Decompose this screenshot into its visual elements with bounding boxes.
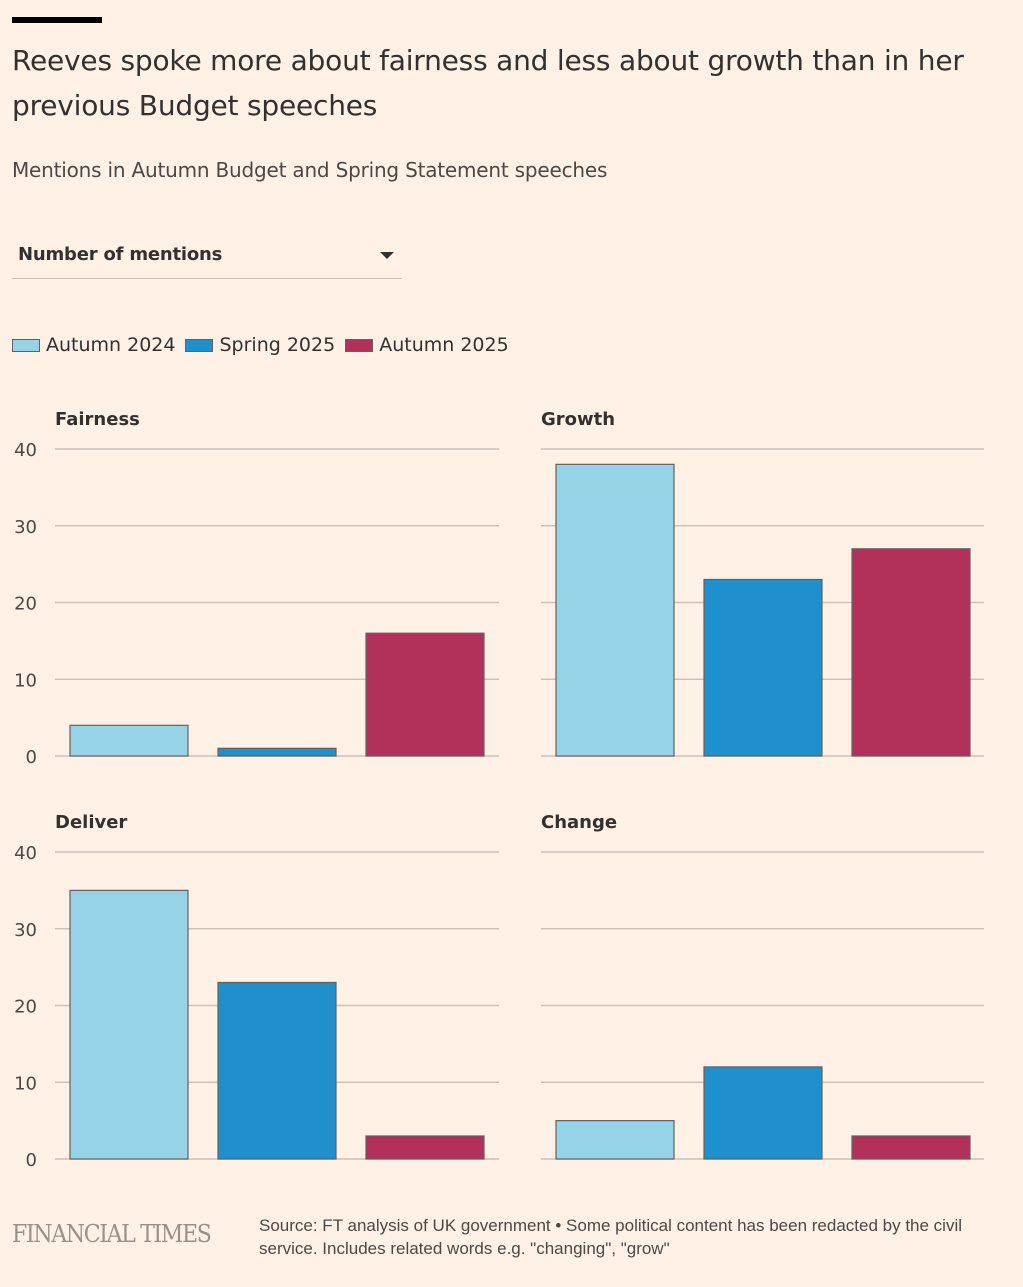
panel-title: Growth [541,409,615,430]
bar-autumn-2025 [365,1135,485,1160]
source-note: Source: FT analysis of UK government • S… [259,1216,963,1258]
y-tick-label: 0 [26,1150,37,1171]
metric-dropdown-value: Number of mentions [18,244,223,265]
y-tick-label: 40 [14,843,37,864]
y-tick-label: 0 [26,747,37,768]
legend-item-autumn-2025: Autumn 2025 [345,334,509,356]
caret-down-icon[interactable] [380,252,394,259]
panel-change: Change [541,812,984,1160]
bar-autumn-2025 [365,632,485,757]
legend-label: Autumn 2024 [46,334,176,356]
bar-spring-2025 [703,1066,823,1160]
y-tick-label: 10 [14,670,37,691]
legend-swatch [345,338,374,352]
y-tick-label: 20 [14,997,37,1018]
small-multiples-bar-chart: Fairness 0 10 20 30 40 Growth Deliver 0 10 20 30 40 C… [14,409,984,1171]
panel-deliver: Deliver 0 10 20 30 40 [14,812,499,1171]
bar-autumn-2024 [69,724,189,757]
legend-swatch [185,338,214,352]
legend-item-autumn-2024: Autumn 2024 [12,334,175,356]
y-tick-label: 30 [14,920,37,941]
legend-label: Autumn 2025 [379,334,509,356]
bar-autumn-2024 [555,1120,675,1160]
bar-autumn-2025 [851,548,971,757]
y-tick-label: 30 [14,517,37,538]
legend: Autumn 2024 Spring 2025 Autumn 2025 [12,334,519,356]
bar-spring-2025 [217,981,337,1160]
bar-autumn-2024 [69,889,189,1160]
chart-title: Reeves spoke more about fairness and les… [12,44,964,122]
y-tick-label: 10 [14,1073,37,1094]
legend-swatch [12,338,40,352]
legend-item-spring-2025: Spring 2025 [185,334,335,356]
bar-autumn-2025 [851,1135,971,1160]
ft-logo: FINANCIAL TIMES [12,1220,212,1248]
panel-title: Change [541,812,617,833]
panel-title: Deliver [55,812,127,833]
panel-fairness: Fairness 0 10 20 30 40 [14,409,499,768]
legend-label: Spring 2025 [219,334,336,356]
bar-spring-2025 [217,747,337,757]
bar-autumn-2024 [555,463,675,757]
chart-subtitle: Mentions in Autumn Budget and Spring Sta… [12,158,608,182]
y-tick-label: 20 [14,594,37,615]
brand-bar [12,17,102,23]
metric-dropdown[interactable]: Number of mentions [12,236,402,279]
panel-growth: Growth [541,409,984,757]
y-tick-label: 40 [14,440,37,461]
bar-spring-2025 [703,578,823,757]
panel-title: Fairness [55,409,140,430]
